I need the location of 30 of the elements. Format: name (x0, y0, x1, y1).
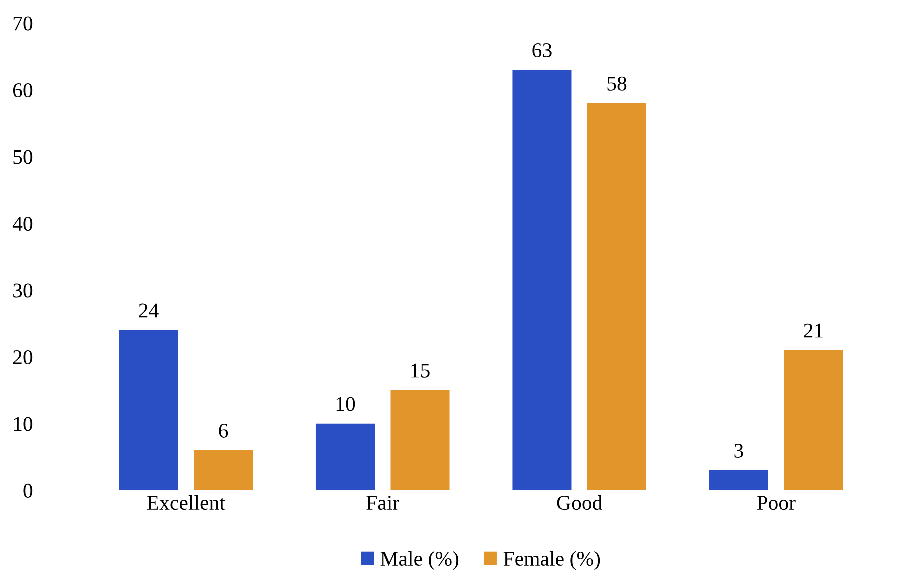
x-tick-label: Good (557, 495, 602, 510)
data-label: 24 (139, 304, 159, 318)
data-label: 3 (734, 444, 744, 458)
bar (119, 330, 178, 491)
bar (587, 103, 646, 491)
bar (194, 450, 254, 491)
data-label: 58 (608, 76, 627, 91)
x-tick-label: Excellent (147, 495, 226, 510)
bar (709, 470, 768, 491)
legend-label: Female (%) (504, 551, 600, 570)
data-label: 6 (219, 424, 228, 438)
legend-label: Male (%) (380, 551, 459, 570)
y-tick-label: 20 (13, 350, 33, 365)
data-label: 63 (532, 44, 552, 58)
y-tick-label: 40 (12, 216, 33, 232)
y-tick-label: 10 (14, 417, 33, 432)
bar (390, 390, 450, 491)
y-tick-label: 60 (13, 83, 33, 98)
x-tick-label: Poor (757, 496, 796, 510)
data-label: 15 (412, 364, 430, 378)
y-tick-label: 70 (14, 16, 33, 31)
bar (784, 350, 844, 491)
bar (316, 424, 376, 491)
data-label: 21 (804, 324, 823, 338)
y-tick-label: 0 (24, 484, 33, 498)
data-label: 10 (336, 397, 356, 412)
x-tick-label: Fair (366, 496, 400, 510)
bar (512, 70, 572, 491)
y-tick-label: 50 (14, 150, 33, 164)
y-tick-label: 30 (14, 284, 33, 298)
